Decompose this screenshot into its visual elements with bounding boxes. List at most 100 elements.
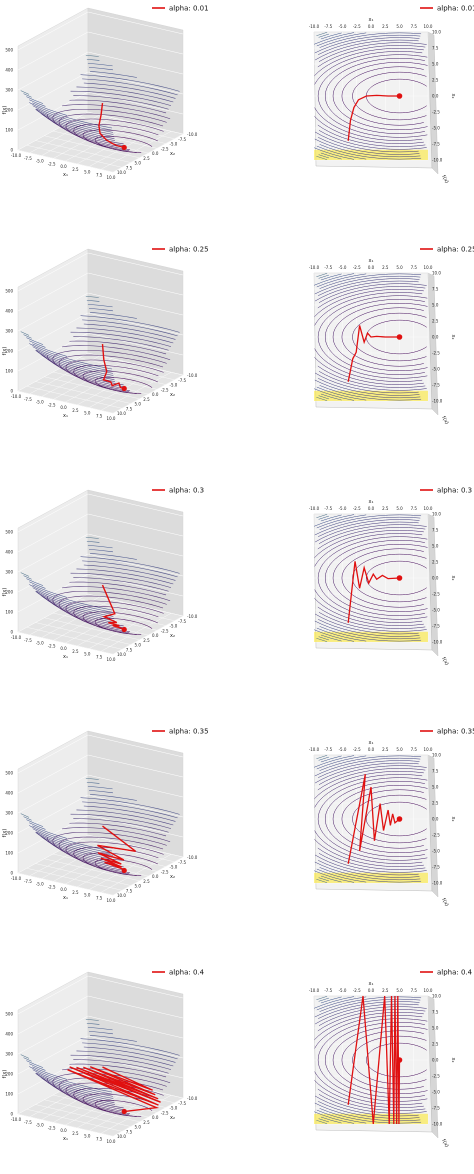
surface-level-curve <box>83 82 176 99</box>
top-tick-label: -5.0 <box>339 506 347 511</box>
top-tick-label: -2.5 <box>353 506 361 511</box>
contour-line <box>318 997 330 1002</box>
contour-line <box>318 1006 427 1026</box>
right-tick-label: -5.0 <box>432 608 440 613</box>
contour-line <box>313 514 355 527</box>
contour-line <box>318 524 427 544</box>
surface-level-curve <box>80 1038 180 1056</box>
z-tick-label: 0 <box>10 148 13 153</box>
minimum-marker <box>396 334 403 340</box>
z-axis-label: f(x) <box>2 1070 8 1079</box>
z-tick-label: 200 <box>5 831 13 836</box>
y-tick-label: 5.0 <box>135 884 142 889</box>
contour-line <box>314 762 419 784</box>
contour-line <box>332 1026 428 1094</box>
surface-level-curve <box>83 564 176 581</box>
contour-line <box>314 131 419 153</box>
contour-line <box>317 45 426 68</box>
top-tick-label: 10.0 <box>424 988 433 993</box>
grid-line <box>17 975 184 1015</box>
grid-line <box>52 853 149 877</box>
contour-line <box>314 516 421 536</box>
minimum-marker <box>121 144 127 151</box>
top-tick-label: -10.0 <box>309 506 320 511</box>
contour-line <box>314 597 424 626</box>
grid-line <box>17 332 184 372</box>
y-tick-label: 10.0 <box>117 1134 126 1139</box>
z-tick-label: 0 <box>10 389 13 394</box>
y-tick-label: 5.0 <box>135 643 142 648</box>
right-tick-label: -2.5 <box>432 833 440 838</box>
z-tick-label: 100 <box>5 610 13 615</box>
surface-level-curve <box>29 825 113 852</box>
x-tick-label: 2.5 <box>72 1131 79 1136</box>
surface-level-curve <box>29 340 46 348</box>
minimum-marker <box>396 1057 403 1063</box>
contour-line <box>314 589 423 623</box>
side-axis-label: f(x) <box>440 897 450 908</box>
surface-level-curve <box>29 1063 46 1071</box>
y-tick-label: -2.5 <box>161 387 169 392</box>
surface-level-curve <box>86 299 100 302</box>
surface-level-curve <box>36 349 113 374</box>
right-tick-label: -2.5 <box>432 110 440 115</box>
right-tick-label: -5.0 <box>432 126 440 131</box>
contour-line <box>314 138 421 158</box>
z-tick-label: 100 <box>5 851 13 856</box>
contour-line <box>352 553 427 603</box>
contour-line <box>317 1009 426 1032</box>
surface-level-curve <box>88 307 113 312</box>
grid-line <box>79 357 175 380</box>
x-tick-label: 0.0 <box>60 646 67 651</box>
top-tick-label: 2.5 <box>382 747 389 752</box>
top-tick-label: 10.0 <box>424 24 433 29</box>
legend-label: alpha: 0.3 <box>169 487 204 495</box>
z-tick-label: 100 <box>5 369 13 374</box>
x-tick-label: -7.5 <box>24 1120 32 1125</box>
contour-line <box>314 521 419 543</box>
contour-line <box>316 1120 328 1124</box>
top-tick-label: 0.0 <box>368 988 375 993</box>
surface-level-curve <box>83 805 176 822</box>
top-tick-label: -10.0 <box>309 988 320 993</box>
surface-level-curve <box>73 123 159 152</box>
top-tick-label: 0.0 <box>368 24 375 29</box>
y-tick-label: -2.5 <box>161 146 169 151</box>
x-tick-label: 5.0 <box>84 411 91 416</box>
surface-level-curve <box>82 1042 178 1060</box>
surface-level-curve <box>70 572 172 588</box>
contour-line <box>318 515 330 520</box>
minimum-marker <box>121 1108 127 1115</box>
z-tick-label: 400 <box>5 791 13 796</box>
contour-line <box>319 273 422 289</box>
x-tick-label: -7.5 <box>24 638 32 643</box>
legend-label: alpha: 0.35 <box>437 728 474 736</box>
grid-line <box>79 116 175 139</box>
legend-label: alpha: 0.01 <box>437 5 474 13</box>
grid-line <box>79 839 175 862</box>
contour-line <box>314 292 423 326</box>
contour-line <box>341 66 424 126</box>
contour-line <box>324 299 425 375</box>
surface-level-curve <box>87 785 113 790</box>
grid-line <box>52 612 149 636</box>
contour-line <box>314 838 424 867</box>
right-tick-label: 5.0 <box>432 1026 439 1031</box>
z-tick-label: 400 <box>5 550 13 555</box>
y-axis-label: x₂ <box>450 335 456 340</box>
contour-line <box>316 879 328 883</box>
surface-level-curve <box>46 595 124 627</box>
contour-line <box>317 37 420 55</box>
grid-line <box>17 573 184 613</box>
contour-line <box>317 124 426 147</box>
right-tick-label: -5.0 <box>432 849 440 854</box>
right-tick-label: 0.0 <box>432 817 439 822</box>
surface-level-curve <box>36 1072 113 1097</box>
side-axis-label: f(x) <box>440 1138 450 1149</box>
right-tick-label: -10.0 <box>432 399 443 404</box>
surface-level-curve <box>62 104 171 119</box>
right-tick-label: -7.5 <box>432 1106 440 1111</box>
right-tick-label: -10.0 <box>432 158 443 163</box>
z-tick-label: 400 <box>5 68 13 73</box>
y-tick-label: 0.0 <box>152 392 159 397</box>
